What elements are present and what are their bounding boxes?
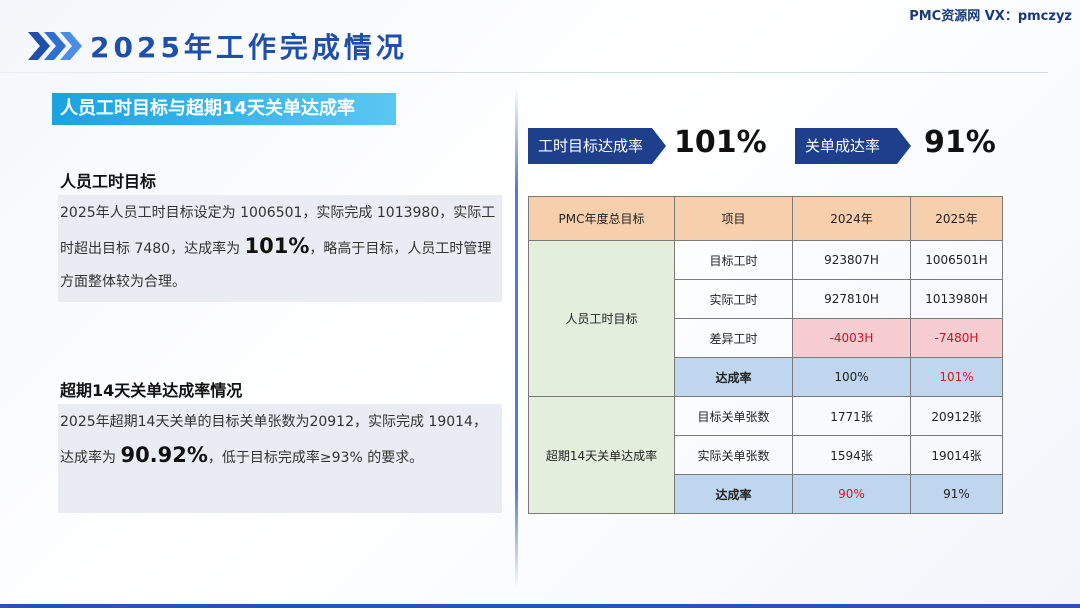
item-cell: 目标关单张数 <box>674 396 793 436</box>
value-cell: 927810H <box>792 279 911 319</box>
value-cell: 1594张 <box>792 435 911 475</box>
value-cell: 923807H <box>792 240 911 280</box>
value-cell-highlight: 101% <box>910 357 1003 397</box>
value-cell-highlight: 90% <box>792 474 911 514</box>
bottom-bar <box>0 604 1080 608</box>
kpi-label-closure: 关单成达率 <box>795 128 911 164</box>
value-cell: 1771张 <box>792 396 911 436</box>
vertical-divider <box>515 88 518 588</box>
labor-highlight: 101% <box>244 234 310 258</box>
table-row: 人员工时目标 目标工时 923807H 1006501H <box>528 240 1003 397</box>
header-cell: 项目 <box>674 196 793 241</box>
labor-text-b: ，略高于目标，人员工时管理方面整体较为合理。 <box>60 241 492 290</box>
value-cell: 19014张 <box>910 435 1003 475</box>
item-cell: 实际工时 <box>674 279 793 319</box>
item-cell: 实际关单张数 <box>674 435 793 475</box>
closure-highlight: 90.92% <box>120 443 208 467</box>
item-cell: 目标工时 <box>674 240 793 280</box>
section-banner: 人员工时目标与超期14天关单达成率 <box>52 93 396 125</box>
target-table: PMC年度总目标 项目 2024年 2025年 人员工时目标 目标工时 9238… <box>528 196 1003 514</box>
header-cell: 2024年 <box>792 196 911 241</box>
value-cell: 91% <box>910 474 1003 514</box>
value-cell: 20912张 <box>910 396 1003 436</box>
header-cell: 2025年 <box>910 196 1003 241</box>
page-title: 2025年工作完成情况 <box>90 31 408 64</box>
closure-text-a: 2025年超期14天关单的目标关单张数为20912，实际完成 19014，达成率… <box>60 414 487 466</box>
kpi-value-closure: 91% <box>924 125 996 160</box>
value-cell-negative: -7480H <box>910 318 1003 358</box>
value-cell: 1006501H <box>910 240 1003 280</box>
closure-text-b: ，低于目标完成率≥93% 的要求。 <box>207 450 424 466</box>
kpi-value-labor: 101% <box>674 125 767 160</box>
kpi-label-labor: 工时目标达成率 <box>528 128 666 164</box>
table-row: 差异工时 -4003H -7480H <box>529 318 1003 358</box>
item-cell: 达成率 <box>674 357 793 397</box>
group-label-labor: 人员工时目标 <box>528 240 675 397</box>
item-cell: 达成率 <box>674 474 793 514</box>
watermark: PMC资源网 VX：pmczyz <box>909 9 1072 24</box>
table-header-row: PMC年度总目标 项目 2024年 2025年 <box>528 196 1003 241</box>
value-cell: 1013980H <box>910 279 1003 319</box>
group-label-closure: 超期14天关单达成率 <box>528 396 675 514</box>
closure-heading: 超期14天关单达成率情况 <box>60 381 243 400</box>
table-row: 实际关单张数 1594张 19014张 <box>529 435 1003 475</box>
labor-text-a: 2025年人员工时目标设定为 1006501，实际完成 1013980，实际工时… <box>60 205 496 257</box>
title-divider <box>0 72 1048 73</box>
closure-paragraph: 2025年超期14天关单的目标关单张数为20912，实际完成 19014，达成率… <box>58 404 502 513</box>
table-row: 实际工时 927810H 1013980H <box>529 279 1003 319</box>
labor-heading: 人员工时目标 <box>60 172 157 191</box>
table-row: 超期14天关单达成率 目标关单张数 1771张 20912张 <box>528 396 1003 514</box>
value-cell: 100% <box>792 357 911 397</box>
labor-paragraph: 2025年人员工时目标设定为 1006501，实际完成 1013980，实际工时… <box>58 195 502 302</box>
item-cell: 差异工时 <box>674 318 793 358</box>
value-cell-negative: -4003H <box>792 318 911 358</box>
header-cell: PMC年度总目标 <box>528 196 675 241</box>
chevron-right-icon <box>28 32 82 60</box>
